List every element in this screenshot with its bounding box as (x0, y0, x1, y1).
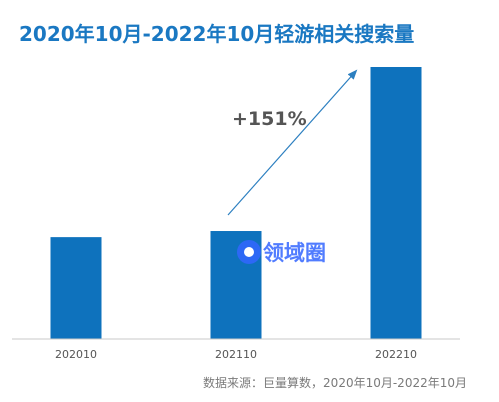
watermark-text: 领域圈 (263, 241, 326, 265)
x-tick-label-202110: 202110 (215, 348, 257, 361)
watermark-circle-inner (244, 247, 254, 257)
watermark-logo: 领域圈 (237, 240, 326, 265)
bar-202010 (50, 237, 102, 339)
growth-arrow (227, 69, 358, 216)
growth-annotation: +151% (232, 108, 307, 130)
x-tick-label-202010: 202010 (55, 348, 97, 361)
bar-202210 (370, 67, 422, 339)
chart-title: 2020年10月-2022年10月轻游相关搜索量 (19, 22, 415, 46)
x-tick-label-202210: 202210 (375, 348, 417, 361)
source-note: 数据来源：巨量算数，2020年10月-2022年10月 (203, 376, 467, 390)
